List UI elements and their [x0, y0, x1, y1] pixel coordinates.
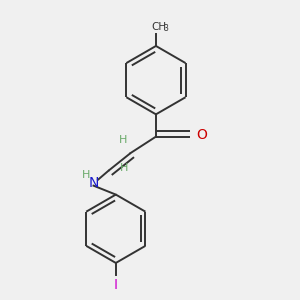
Text: CH: CH — [152, 22, 166, 32]
Text: H: H — [120, 164, 129, 173]
Text: H: H — [82, 170, 91, 180]
Text: H: H — [119, 135, 128, 145]
Text: N: N — [88, 176, 99, 190]
Text: O: O — [197, 128, 208, 142]
Text: 3: 3 — [163, 24, 168, 33]
Text: I: I — [114, 278, 118, 292]
